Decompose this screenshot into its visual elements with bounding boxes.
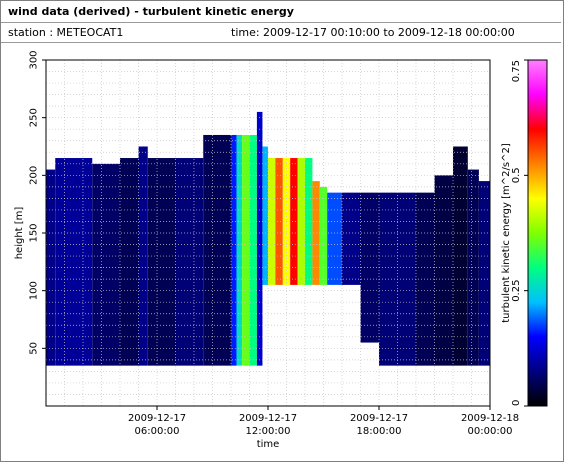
tke-profile-11 [249,134,257,366]
x-tick-time: 00:00:00 [468,426,513,437]
colorbar-label: turbulent kinetic energy [m^2/s^2] [501,143,512,323]
y-tick-label: 50 [29,342,40,355]
colorbar [527,59,548,407]
y-tick-label: 200 [29,166,40,185]
tke-profile-30 [478,181,490,366]
colorbar-tick-label: 0 [511,400,522,406]
y-axis-label: height [m] [14,207,25,260]
tke-profile-23 [342,192,361,285]
info-bar: station : METEOCAT1 time: 2009-12-17 00:… [1,23,561,43]
tke-profile-19 [305,158,313,285]
tke-profile-9 [236,134,243,366]
tke-profile-0 [46,169,56,366]
tke-profile-10 [242,134,250,366]
tke-profile-2 [92,163,120,366]
tke-profile-13 [262,146,268,285]
tke-profile-22 [327,192,342,285]
y-tick-label: 100 [29,281,40,300]
tke-profile-27 [434,175,453,366]
x-tick-date: 2009-12-17 [350,413,408,424]
x-tick-time: 18:00:00 [357,426,402,437]
colorbar-ticks: 0 0.25 0.5 0.75 [511,59,528,407]
chart-title: wind data (derived) - turbulent kinetic … [8,5,294,18]
time-range-label: time: 2009-12-17 00:10:00 to 2009-12-18 … [231,26,515,39]
tke-profile-5 [147,158,176,366]
x-tick-date: 2009-12-18 [461,413,519,424]
tke-profile-7 [203,134,231,366]
x-tick-time: 12:00:00 [246,426,291,437]
station-label: station : METEOCAT1 [8,26,124,39]
colorbar-tick-label: 0.5 [511,167,522,183]
tke-profile-1 [55,158,93,366]
y-axis-ticks: 50 100 150 200 250 300 [29,50,46,355]
tke-profile-4 [138,146,148,366]
tke-profile-29 [467,169,479,366]
tke-profile-24 [360,192,379,343]
y-tick-label: 250 [29,108,40,127]
x-tick-date: 2009-12-17 [239,413,297,424]
tke-profile-8 [231,134,237,366]
tke-profile-3 [120,158,139,366]
tke-profile-12 [256,111,263,366]
x-axis-label: time [257,439,280,450]
colorbar-tick-label: 0.75 [511,60,522,82]
x-tick-date: 2009-12-17 [128,413,186,424]
tke-profile-26 [416,192,435,366]
colorbar-tick-label: 0.25 [511,280,522,302]
tke-profile-21 [319,186,328,285]
tke-profile-17 [290,158,298,285]
title-bar: wind data (derived) - turbulent kinetic … [1,1,561,23]
x-tick-time: 06:00:00 [135,426,180,437]
x-axis-ticks: 2009-12-17 06:00:00 2009-12-17 12:00:00 2009… [128,406,519,437]
tke-profile-6 [175,158,204,366]
grid-lines [46,60,490,406]
y-tick-label: 150 [29,223,40,242]
y-tick-label: 300 [29,50,40,69]
tke-profile-15 [275,158,283,285]
